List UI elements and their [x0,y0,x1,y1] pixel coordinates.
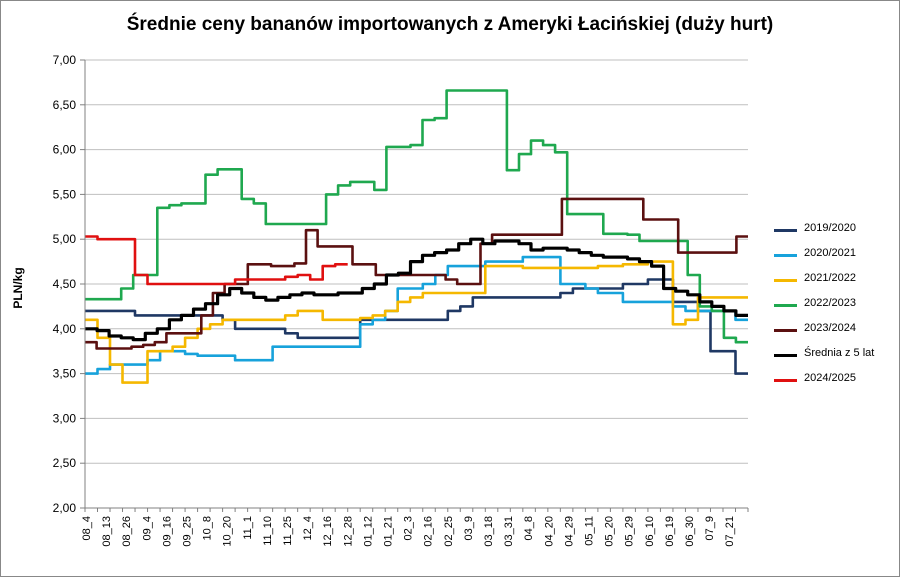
x-tick-label: 02_25 [443,516,455,547]
x-tick-label: 08_13 [101,516,113,547]
y-tick-label: 2,50 [53,456,77,470]
series-line-6 [85,235,348,286]
y-tick-label: 6,50 [53,98,77,112]
x-tick-label: 11_25 [282,516,294,546]
x-tick-label: 09_16 [161,516,173,547]
legend-label: 2019/2020 [804,222,856,234]
y-tick-label: 6,00 [53,143,77,157]
x-tick-label: 08_4 [81,516,93,540]
series-line-5 [85,237,748,342]
legend-label: 2023/2024 [804,322,856,334]
legend-swatch [774,229,797,232]
y-tick-label: 7,00 [53,53,77,67]
series-line-0 [85,278,748,375]
x-tick-label: 12_28 [342,516,354,547]
series-line-3 [85,89,748,344]
x-tick-label: 04_20 [543,516,555,547]
gridlines [80,59,748,509]
series-line-4 [85,197,748,350]
legend-swatch [774,304,797,307]
x-tick-label: 12_4 [302,516,314,540]
x-tick-label: 11_1 [242,516,254,540]
x-tick-label: 05_20 [604,516,616,547]
x-tick-label: 10_8 [202,516,214,540]
x-tick-label: 06_30 [684,516,696,547]
x-tick-label: 05_11 [584,516,596,546]
x-tick-label: 04_8 [523,516,535,540]
legend-label: Średnia z 5 lat [804,347,875,359]
y-tick-label: 3,50 [53,367,77,381]
y-tick-label: 5,00 [53,232,77,246]
axes [84,60,749,512]
y-tick-label: 5,50 [53,187,77,201]
y-tick-label: 4,00 [53,322,77,336]
legend-swatch [774,279,797,282]
series-group [85,89,748,384]
x-tick-label: 10_20 [222,516,234,547]
x-tick-label: 04_29 [563,516,575,547]
y-tick-label: 4,50 [53,277,77,291]
x-tick-label: 09_4 [141,516,153,540]
x-tick-label: 03_9 [463,516,475,540]
legend-swatch [774,329,797,332]
x-tick-label: 03_31 [503,516,515,547]
x-tick-label: 06_10 [644,516,656,547]
x-tick-label: 11_10 [262,516,274,546]
legend-swatch [774,254,797,257]
y-tick-label: 2,00 [53,501,77,515]
x-tick-label: 02_16 [423,516,435,547]
x-tick-label: 12_16 [322,516,334,547]
x-tick-label: 07_21 [724,516,736,547]
x-tick-label: 03_18 [483,516,495,547]
series-line-1 [85,255,748,375]
legend-swatch [774,379,797,382]
x-tick-label: 07_9 [704,516,716,540]
chart-title: Średnie ceny bananów importowanych z Ame… [126,14,774,35]
legend-label: 2024/2025 [804,372,856,384]
legend-swatch [774,354,797,357]
x-tick-label: 05_29 [624,516,636,547]
legend-label: 2021/2022 [804,272,856,284]
x-tick-label: 09_25 [182,516,194,547]
y-tick-label: 3,00 [53,411,77,425]
x-tick-label: 06_19 [664,516,676,547]
legend-label: 2022/2023 [804,297,856,309]
y-tick-labels: 2,00 2,50 3,00 3,50 4,00 4,50 5,00 5,50 6,00 6,50… [53,53,77,515]
legend-label: 2020/2021 [804,247,856,259]
x-tick-label: 01_21 [383,516,395,547]
x-tick-labels: 08_4 08_13 08_26 09_4 09_16 09_25 10_8 10_20 11_… [81,516,736,547]
x-tick-label: 02_3 [403,516,415,540]
x-tick-label: 01_12 [362,516,374,547]
x-tick-label: 08_26 [121,516,133,547]
series-line-2 [85,260,748,384]
